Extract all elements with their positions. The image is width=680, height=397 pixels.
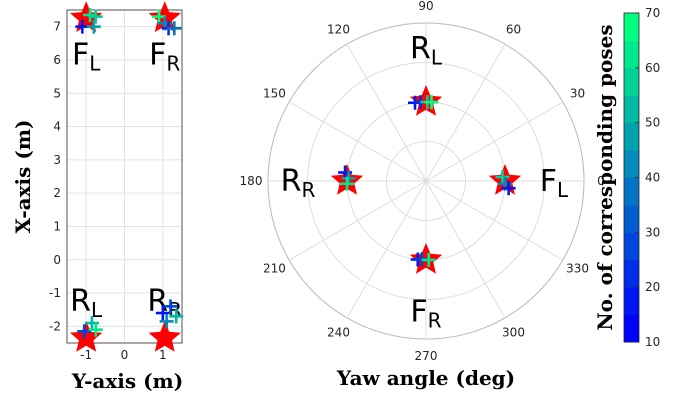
- angle-tick-label: 270: [415, 349, 438, 363]
- y-tick-label: 3: [53, 153, 61, 167]
- colorbar-tick-label: 70: [645, 6, 660, 20]
- colorbar-tick-label: 50: [645, 116, 660, 130]
- colorbar-swatch: [624, 150, 639, 178]
- polar-pose-marker: [501, 181, 516, 196]
- angle-tick-label: 0: [597, 174, 605, 188]
- corner-label: RL: [70, 284, 103, 322]
- y-tick-label: 1: [53, 219, 61, 233]
- polar-panel: 0 30 60 90 120 150 180 210 240 270 300 330 RL RR FL FR Y…: [240, 0, 605, 390]
- corner-label: FL: [72, 38, 101, 76]
- angle-tick-label: 90: [418, 0, 433, 13]
- colorbar-tick-label: 40: [645, 171, 660, 185]
- x-tick-label: 0: [121, 348, 129, 362]
- polar-pose-marker: [421, 252, 436, 267]
- y-tick-label: 0: [53, 253, 61, 267]
- colorbar-swatch: [624, 67, 639, 96]
- x-axis-label: Y-axis (m): [71, 369, 183, 393]
- polar-spoke: [346, 180, 427, 319]
- pose-marker: [86, 19, 101, 34]
- y-tick-label: 2: [53, 186, 61, 200]
- pose-marker: [88, 9, 103, 24]
- angle-tick-label: 300: [502, 326, 525, 340]
- angle-tick-label: 30: [570, 87, 585, 101]
- polar-spoke: [288, 101, 427, 182]
- plot-frame: [66, 9, 183, 344]
- colorbar-tick-label: 30: [645, 225, 660, 239]
- y-tick-label: -1: [49, 286, 61, 300]
- colorbar-swatch: [624, 122, 639, 151]
- angle-tick-label: 210: [263, 262, 286, 276]
- y-tick-label: 6: [53, 53, 61, 67]
- y-tick-label: -2: [49, 319, 61, 333]
- colorbar-swatch: [624, 204, 639, 233]
- x-tick-label: -1: [80, 348, 92, 362]
- colorbar-swatch: [624, 95, 639, 124]
- pose-marker: [159, 314, 174, 329]
- colorbar-swatch: [624, 259, 639, 288]
- polar-pose-marker: [340, 176, 355, 191]
- y-tick-label: 4: [53, 120, 61, 134]
- polar-axis-label: Yaw angle (deg): [336, 366, 515, 390]
- angle-tick-label: 150: [263, 87, 286, 101]
- colorbar-label: No. of corresponding poses: [593, 24, 617, 330]
- pose-marker: [163, 299, 178, 314]
- pose-marker: [155, 306, 170, 321]
- y-tick-label: 7: [53, 20, 61, 34]
- angle-tick-label: 180: [240, 174, 263, 188]
- polar-spoke: [346, 43, 427, 182]
- polar-spoke: [288, 180, 427, 261]
- polar-spoke: [425, 180, 506, 319]
- colorbar-tick-label: 10: [645, 335, 660, 349]
- polar-pose-marker: [495, 169, 510, 184]
- colorbar-swatch: [624, 177, 639, 206]
- colorbar-tick-label: 60: [645, 61, 660, 75]
- angle-tick-label: 330: [566, 262, 589, 276]
- target-star: [148, 321, 181, 352]
- polar-corner-label: RL: [410, 31, 443, 69]
- colorbar-swatch: [624, 13, 639, 41]
- polar-corner-label: FL: [540, 164, 569, 202]
- y-tick-label: 5: [53, 86, 61, 100]
- corner-label: FR: [149, 38, 180, 76]
- x-tick-label: 1: [159, 348, 167, 362]
- colorbar-swatch: [624, 314, 639, 343]
- colorbar-swatch: [624, 232, 639, 261]
- pose-marker: [77, 324, 92, 339]
- angle-tick-label: 120: [327, 22, 350, 36]
- polar-spoke: [425, 43, 506, 182]
- polar-target-star: [409, 85, 443, 116]
- target-star: [70, 321, 103, 352]
- colorbar-swatch: [624, 287, 639, 316]
- colorbar: 10 20 30 40 50 60 70 No. of corresponding poses: [593, 6, 660, 349]
- colorbar-swatch: [624, 40, 639, 69]
- pose-marker: [88, 322, 103, 337]
- polar-pose-marker: [424, 95, 439, 110]
- polar-corner-label: FR: [410, 294, 441, 332]
- pose-marker: [169, 309, 184, 324]
- polar-corner-label: RR: [281, 164, 316, 202]
- angle-tick-label: 240: [327, 326, 350, 340]
- colorbar-tick-label: 20: [645, 280, 660, 294]
- angle-tick-label: 60: [506, 22, 521, 36]
- polar-spoke: [425, 101, 564, 182]
- pose-marker: [167, 21, 182, 36]
- y-axis-label: X-axis (m): [11, 120, 35, 234]
- polar-spoke: [425, 180, 564, 261]
